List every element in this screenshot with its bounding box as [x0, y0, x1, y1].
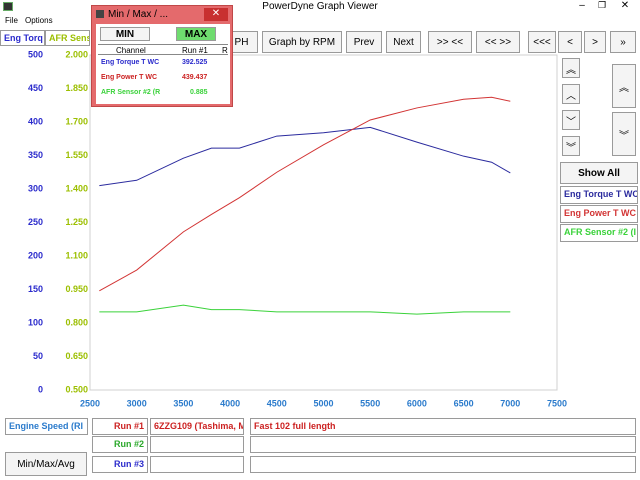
y-tick-label: 100 — [28, 317, 43, 327]
header-cell: R — [222, 46, 228, 55]
toolbar-button[interactable]: <<< — [528, 31, 556, 53]
scroll-button[interactable]: ︾ — [562, 136, 580, 156]
scroll-button[interactable]: ︽ — [612, 64, 636, 108]
min-max-dialog: Min / Max / ... ✕ MIN MAX Channel Run #1… — [91, 5, 233, 107]
max-button[interactable]: MAX — [176, 27, 216, 41]
scroll-button[interactable]: ︿ — [562, 84, 580, 104]
row-value: 0.885 — [190, 89, 208, 96]
x-tick-label: 3500 — [173, 398, 193, 408]
min-button[interactable]: MIN — [100, 27, 150, 41]
maximize[interactable]: ❐ — [597, 0, 607, 10]
y-tick-label: 450 — [28, 83, 43, 93]
y-axis-label: Eng Torq — [0, 30, 45, 46]
y2-tick-label: 0.500 — [65, 384, 88, 394]
dialog-title: Min / Max / ... — [108, 9, 169, 20]
y-tick-label: 500 — [28, 49, 43, 59]
x-tick-label: 2500 — [80, 398, 100, 408]
window-title: PowerDyne Graph Viewer — [262, 1, 378, 12]
y2-tick-label: 1.100 — [65, 250, 88, 260]
toolbar-button[interactable]: < — [558, 31, 582, 53]
x-tick-label: 6500 — [454, 398, 474, 408]
y2-tick-label: 2.000 — [65, 49, 88, 59]
y2-axis-label: AFR Sens — [45, 30, 90, 46]
toolbar-button[interactable]: PH — [225, 31, 258, 53]
y2-tick-label: 0.950 — [65, 284, 88, 294]
minimize[interactable]: – — [579, 0, 585, 11]
x-tick-label: 5500 — [360, 398, 380, 408]
y2-tick-label: 1.250 — [65, 217, 88, 227]
run-vehicle: 6ZZG109 (Tashima, M — [150, 418, 244, 435]
y-tick-label: 350 — [28, 150, 43, 160]
run-vehicle — [150, 456, 244, 473]
row-channel: Eng Power T WC — [101, 74, 157, 81]
series-line — [99, 304, 511, 315]
header-cell: Run #1 — [182, 46, 208, 55]
x-tick-label: 7500 — [547, 398, 567, 408]
y2-tick-label: 1.700 — [65, 116, 88, 126]
y2-tick-label: 1.400 — [65, 183, 88, 193]
scroll-button[interactable]: ︾ — [612, 112, 636, 156]
legend-entry[interactable]: Eng Power T WC — [560, 205, 638, 223]
plot-area — [89, 54, 558, 391]
y-tick-label: 400 — [28, 116, 43, 126]
y-tick-label: 150 — [28, 284, 43, 294]
y2-tick-label: 0.650 — [65, 351, 88, 361]
row-value: 439.437 — [182, 74, 208, 81]
toolbar-button[interactable]: » — [610, 31, 636, 53]
dialog-icon — [96, 10, 104, 18]
toolbar-button[interactable]: > — [584, 31, 606, 53]
table-header: Channel Run #1 R — [98, 44, 228, 55]
y2-tick-label: 1.850 — [65, 83, 88, 93]
run-label: Run #2 — [92, 436, 148, 453]
run-note — [250, 456, 636, 473]
x-tick-label: 5000 — [313, 398, 333, 408]
menu-item[interactable]: File — [5, 16, 18, 25]
row-channel: AFR Sensor #2 (R — [101, 89, 161, 96]
menu-item[interactable]: Options — [25, 16, 53, 25]
row-value: 392.525 — [182, 59, 208, 66]
x-tick-label: 6000 — [407, 398, 427, 408]
y-tick-label: 300 — [28, 183, 43, 193]
y-tick-label: 0 — [38, 384, 43, 394]
x-axis-label: Engine Speed (RI — [5, 418, 88, 435]
min-max-button[interactable]: Min/Max/Avg — [5, 452, 87, 476]
scroll-button[interactable]: ﹀ — [562, 110, 580, 130]
x-tick-label: 3000 — [127, 398, 147, 408]
x-tick-label: 7000 — [500, 398, 520, 408]
series-line — [99, 96, 511, 292]
legend-entry[interactable]: Eng Torque T WC — [560, 186, 638, 204]
run-vehicle — [150, 436, 244, 453]
toolbar-button[interactable]: Next — [386, 31, 421, 53]
y2-tick-label: 1.550 — [65, 150, 88, 160]
header-cell: Channel — [116, 46, 146, 55]
dialog-close[interactable]: ✕ — [204, 8, 228, 21]
run-note: Fast 102 full length — [250, 418, 636, 435]
toolbar-button[interactable]: << >> — [476, 31, 520, 53]
series-line — [99, 126, 511, 187]
y-tick-label: 250 — [28, 217, 43, 227]
y-tick-label: 200 — [28, 250, 43, 260]
x-tick-label: 4000 — [220, 398, 240, 408]
run-label: Run #1 — [92, 418, 148, 435]
scroll-button[interactable]: ︽ — [562, 58, 580, 78]
toolbar-button[interactable]: Prev — [346, 31, 382, 53]
dialog-body: MIN MAX Channel Run #1 R Eng Torque T WC… — [96, 24, 230, 104]
run-note — [250, 436, 636, 453]
app-icon — [3, 2, 13, 11]
legend-entry[interactable]: AFR Sensor #2 (I — [560, 224, 638, 242]
toolbar-button[interactable]: Graph by RPM — [262, 31, 342, 53]
y2-tick-label: 0.800 — [65, 317, 88, 327]
toolbar-button[interactable]: >> << — [428, 31, 472, 53]
close[interactable]: ✕ — [620, 0, 630, 11]
x-tick-label: 4500 — [267, 398, 287, 408]
show-all-button[interactable]: Show All — [560, 162, 638, 184]
y-tick-label: 50 — [33, 351, 43, 361]
row-channel: Eng Torque T WC — [101, 59, 160, 66]
run-label: Run #3 — [92, 456, 148, 473]
